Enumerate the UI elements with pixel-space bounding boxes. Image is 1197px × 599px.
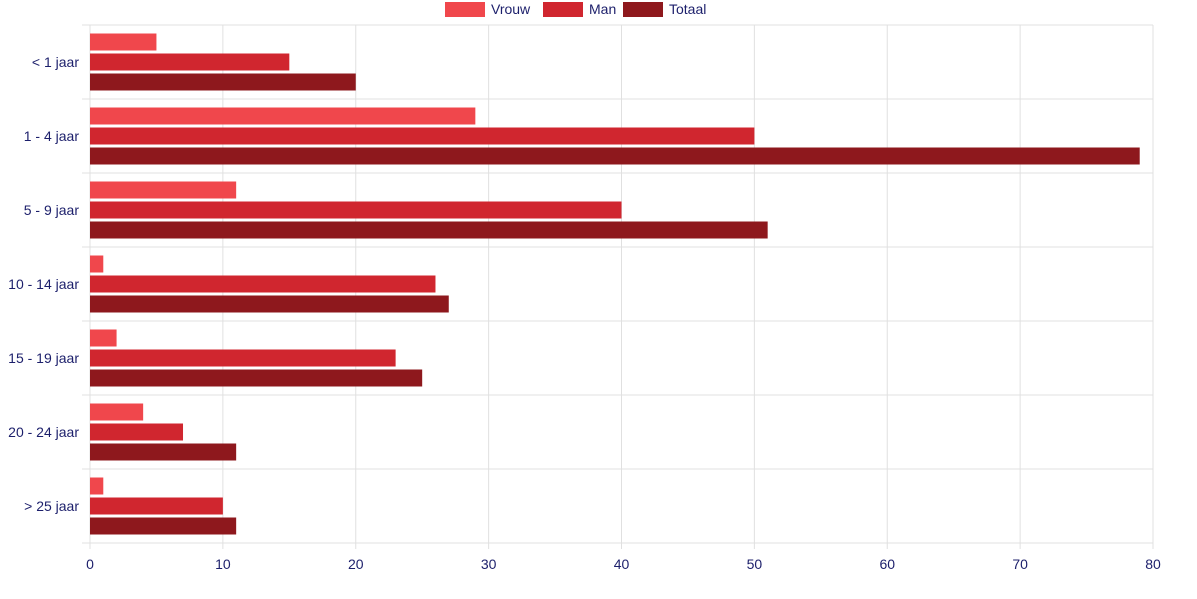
x-tick-label: 40 (614, 556, 630, 572)
x-tick-label: 50 (747, 556, 763, 572)
bar-totaal-10-14-jaar[interactable] (90, 295, 449, 313)
bar-man-1-4-jaar[interactable] (90, 127, 755, 145)
legend-item-totaal[interactable]: Totaal (623, 0, 706, 18)
bar-totaal-5-9-jaar[interactable] (90, 221, 768, 239)
y-tick-label: 5 - 9 jaar (24, 202, 80, 218)
y-tick-label: 15 - 19 jaar (8, 350, 79, 366)
bar-totaal-1-4-jaar[interactable] (90, 147, 1140, 165)
legend-label-man: Man (589, 0, 617, 17)
x-tick-label: 60 (879, 556, 895, 572)
bar-vrouw-20-24-jaar[interactable] (90, 403, 144, 421)
legend-label-vrouw: Vrouw (491, 0, 531, 17)
x-tick-label: 30 (481, 556, 497, 572)
bar-man-1-jaar[interactable] (90, 53, 290, 71)
y-tick-label: 20 - 24 jaar (8, 424, 79, 440)
legend-item-vrouw[interactable]: Vrouw (445, 0, 530, 18)
y-tick-label: < 1 jaar (32, 54, 79, 70)
bar-vrouw-5-9-jaar[interactable] (90, 181, 237, 199)
bar-vrouw-10-14-jaar[interactable] (90, 255, 104, 273)
y-tick-label: 10 - 14 jaar (8, 276, 79, 292)
chart-legend: Vrouw Man Totaal (0, 0, 1197, 18)
legend-swatch-totaal (623, 1, 663, 17)
x-tick-label: 70 (1012, 556, 1028, 572)
bar-man-5-9-jaar[interactable] (90, 201, 622, 219)
bar-totaal-1-jaar[interactable] (90, 73, 356, 91)
x-tick-label: 0 (86, 556, 94, 572)
bar-totaal-15-19-jaar[interactable] (90, 369, 423, 387)
y-tick-label: 1 - 4 jaar (24, 128, 80, 144)
bar-totaal-25-jaar[interactable] (90, 517, 237, 535)
legend-item-man[interactable]: Man (543, 0, 616, 18)
legend-label-totaal: Totaal (669, 0, 707, 17)
bar-vrouw-1-4-jaar[interactable] (90, 107, 476, 125)
bar-man-20-24-jaar[interactable] (90, 423, 184, 441)
x-tick-label: 10 (215, 556, 231, 572)
bar-man-10-14-jaar[interactable] (90, 275, 436, 293)
y-tick-label: > 25 jaar (24, 498, 79, 514)
legend-swatch-vrouw (445, 1, 485, 17)
bar-vrouw-25-jaar[interactable] (90, 477, 104, 495)
bar-totaal-20-24-jaar[interactable] (90, 443, 237, 461)
x-tick-label: 20 (348, 556, 364, 572)
bar-man-15-19-jaar[interactable] (90, 349, 396, 367)
bar-man-25-jaar[interactable] (90, 497, 223, 515)
legend-swatch-man (543, 1, 583, 17)
bar-vrouw-1-jaar[interactable] (90, 33, 157, 51)
bar-vrouw-15-19-jaar[interactable] (90, 329, 117, 347)
x-tick-label: 80 (1145, 556, 1161, 572)
